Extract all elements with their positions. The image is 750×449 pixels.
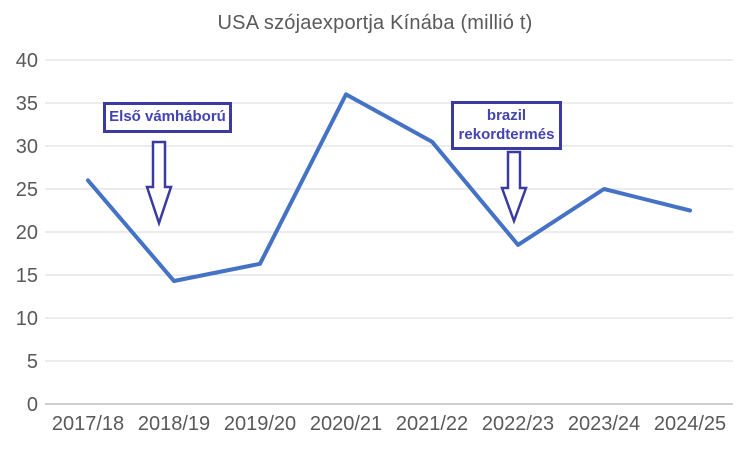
- x-axis-tick-label: 2021/22: [396, 413, 468, 435]
- x-axis-tick-label: 2024/25: [654, 413, 726, 435]
- data-series-line: [86, 92, 692, 284]
- down-arrow-icon: [145, 140, 173, 227]
- y-axis-tick-label: 40: [16, 50, 38, 72]
- y-axis-tick-label: 35: [16, 93, 38, 115]
- x-axis-tick-label: 2022/23: [482, 413, 554, 435]
- x-axis-tick-label: 2023/24: [568, 413, 640, 435]
- chart-title: USA szójaexportja Kínába (millió t): [217, 12, 533, 34]
- y-axis-tick-label: 30: [16, 136, 38, 158]
- annotation-first-tariff-war: Első vámháború: [103, 102, 232, 133]
- annotation-brazil-record-harvest: brazil rekordtermés: [451, 101, 562, 150]
- annotation-text: Első vámháború: [109, 108, 226, 126]
- annotation-text-line2: rekordtermés: [458, 125, 555, 143]
- y-axis-tick-label: 5: [27, 351, 38, 373]
- y-axis-tick-label: 10: [16, 308, 38, 330]
- y-axis-tick-label: 15: [16, 265, 38, 287]
- y-axis-tick-label: 0: [27, 394, 38, 416]
- y-axis-tick-label: 25: [16, 179, 38, 201]
- annotation-text-line1: brazil: [486, 106, 527, 124]
- x-axis-tick-label: 2017/18: [52, 413, 124, 435]
- x-axis-tick-label: 2020/21: [310, 413, 382, 435]
- x-axis-tick-label: 2018/19: [138, 413, 210, 435]
- y-axis-tick-label: 20: [16, 222, 38, 244]
- x-axis-tick-label: 2019/20: [224, 413, 296, 435]
- down-arrow-icon: [500, 150, 528, 225]
